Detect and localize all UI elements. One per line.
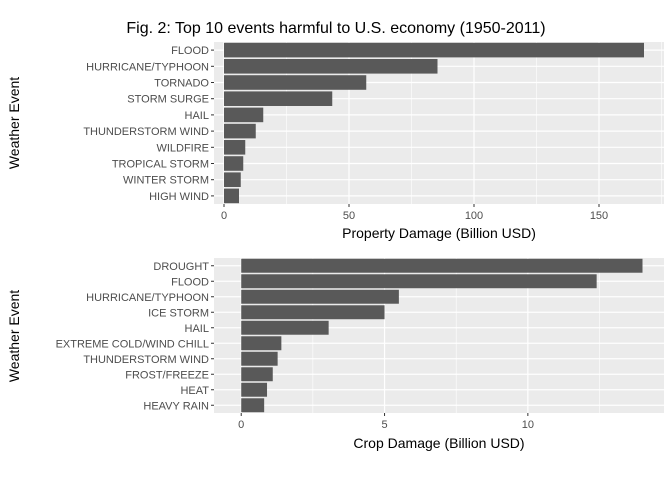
- bar-winter-storm: [224, 172, 241, 187]
- x-tick-label: 50: [343, 210, 355, 222]
- x-axis-label: Crop Damage (Billion USD): [353, 435, 524, 451]
- category-label: TROPICAL STORM: [112, 159, 209, 171]
- category-label: WINTER STORM: [123, 175, 209, 187]
- bar-tropical-storm: [224, 156, 244, 171]
- category-label: THUNDERSTORM WIND: [83, 354, 209, 366]
- category-label: HURRICANE/TYPHOON: [86, 292, 209, 304]
- category-label: HAIL: [185, 323, 209, 335]
- category-label: THUNDERSTORM WIND: [83, 126, 209, 138]
- category-label: STORM SURGE: [127, 94, 209, 106]
- bar-heat: [241, 382, 268, 397]
- category-label: FLOOD: [171, 276, 209, 288]
- bar-hurricane-typhoon: [224, 59, 438, 74]
- bar-hail: [224, 107, 264, 123]
- x-tick-label: 0: [221, 210, 227, 222]
- category-label: WILDFIRE: [156, 142, 209, 154]
- x-tick-label: 10: [522, 419, 534, 431]
- category-label: HURRICANE/TYPHOON: [86, 61, 209, 73]
- x-tick-label: 5: [381, 419, 387, 431]
- x-axis-label: Property Damage (Billion USD): [342, 225, 536, 241]
- bar-flood: [224, 42, 644, 58]
- bar-hail: [241, 320, 329, 335]
- bar-wildfire: [224, 140, 246, 155]
- x-tick-label: 0: [238, 419, 244, 431]
- category-label: ICE STORM: [148, 307, 209, 319]
- category-label: HEAVY RAIN: [143, 400, 209, 412]
- bar-drought: [241, 258, 643, 273]
- bar-ice-storm: [241, 305, 385, 320]
- category-label: EXTREME COLD/WIND CHILL: [56, 338, 209, 350]
- category-label: TORNADO: [154, 78, 209, 90]
- x-tick-label: 100: [465, 210, 483, 222]
- bar-flood: [241, 274, 597, 289]
- bar-tornado: [224, 75, 367, 90]
- chart-title: Fig. 2: Top 10 events harmful to U.S. ec…: [126, 20, 546, 37]
- y-axis-label: Weather Event: [6, 77, 22, 169]
- category-label: DROUGHT: [153, 261, 209, 273]
- bar-frost-freeze: [241, 367, 273, 382]
- bar-heavy-rain: [241, 398, 265, 413]
- category-label: HIGH WIND: [149, 191, 209, 203]
- bar-extreme-cold-wind-chill: [241, 336, 282, 351]
- x-tick-label: 150: [590, 210, 608, 222]
- category-label: FLOOD: [171, 45, 209, 57]
- bar-thunderstorm-wind: [224, 123, 256, 139]
- category-label: HAIL: [185, 110, 209, 122]
- bar-thunderstorm-wind: [241, 351, 278, 366]
- category-label: HEAT: [180, 385, 209, 397]
- bar-hurricane-typhoon: [241, 289, 399, 304]
- bar-storm-surge: [224, 91, 333, 106]
- category-label: FROST/FREEZE: [125, 369, 209, 381]
- bar-high-wind: [224, 188, 239, 204]
- y-axis-label: Weather Event: [6, 290, 22, 382]
